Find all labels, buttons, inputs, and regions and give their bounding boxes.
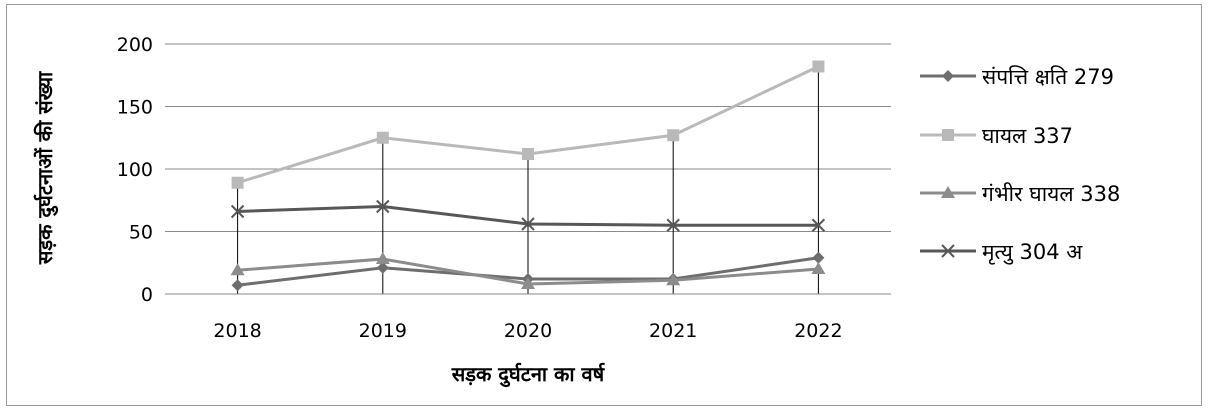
series-1 — [231, 60, 825, 189]
data-point-marker — [666, 218, 680, 232]
data-point-marker — [231, 176, 244, 189]
data-point-marker — [812, 251, 825, 264]
y-tick-label: 200 — [117, 34, 153, 56]
data-point-marker — [666, 273, 681, 286]
drop-lines — [237, 66, 819, 294]
x-tick-label: 2020 — [504, 320, 552, 342]
legend-label: घायल 337 — [982, 124, 1073, 148]
chart-frame — [6, 4, 1202, 406]
legend-marker — [942, 70, 954, 82]
data-point-marker — [230, 204, 245, 219]
data-point-marker — [522, 148, 534, 160]
legend-item: घायल 337 — [920, 124, 1073, 148]
data-point-marker — [811, 218, 826, 232]
series-2 — [230, 252, 826, 289]
x-axis-title: सड़क दुर्घटना का वर्ष — [451, 362, 606, 388]
data-point-marker — [230, 263, 245, 276]
y-tick-label: 100 — [117, 159, 153, 181]
y-tick-label: 150 — [117, 97, 153, 119]
data-point-marker — [667, 129, 680, 142]
legend-item: मृत्यु 304 अ — [920, 240, 1083, 265]
series-layer — [230, 60, 826, 292]
x-tick-label: 2021 — [649, 320, 697, 342]
data-point-marker — [376, 261, 389, 274]
legend-item: गंभीर घायल 338 — [920, 182, 1120, 206]
legend-label: गंभीर घायल 338 — [982, 182, 1120, 206]
data-point-marker — [812, 60, 825, 73]
legend-item: संपत्ति क्षति 279 — [920, 65, 1114, 89]
legend-marker — [941, 244, 955, 258]
data-point-marker — [376, 199, 390, 214]
data-point-marker — [521, 277, 535, 289]
data-point-marker — [811, 262, 826, 274]
x-tick-label: 2018 — [213, 320, 261, 342]
legend-label: संपत्ति क्षति 279 — [982, 65, 1114, 89]
x-tick-label: 2022 — [794, 320, 842, 342]
x-axis-ticks: 2018 2019 2020 2021 2022 — [213, 320, 842, 342]
legend: संपत्ति क्षति 279 घायल 337 गंभीर घायल 338 म… — [920, 65, 1120, 265]
data-point-marker — [521, 217, 535, 231]
y-tick-label: 0 — [141, 284, 153, 306]
y-axis-ticks: 0 50 100 150 200 — [117, 34, 153, 306]
data-point-marker — [376, 131, 389, 144]
legend-marker — [941, 186, 955, 198]
x-tick-label: 2019 — [359, 320, 407, 342]
y-axis-title: सड़क दुर्घटनाओं की संख्या — [33, 71, 59, 265]
series-3 — [230, 199, 826, 232]
y-tick-label: 50 — [129, 222, 153, 244]
data-point-marker — [231, 279, 244, 292]
data-point-marker — [375, 252, 390, 264]
legend-label: मृत्यु 304 अ — [982, 240, 1083, 265]
legend-marker — [942, 129, 954, 141]
